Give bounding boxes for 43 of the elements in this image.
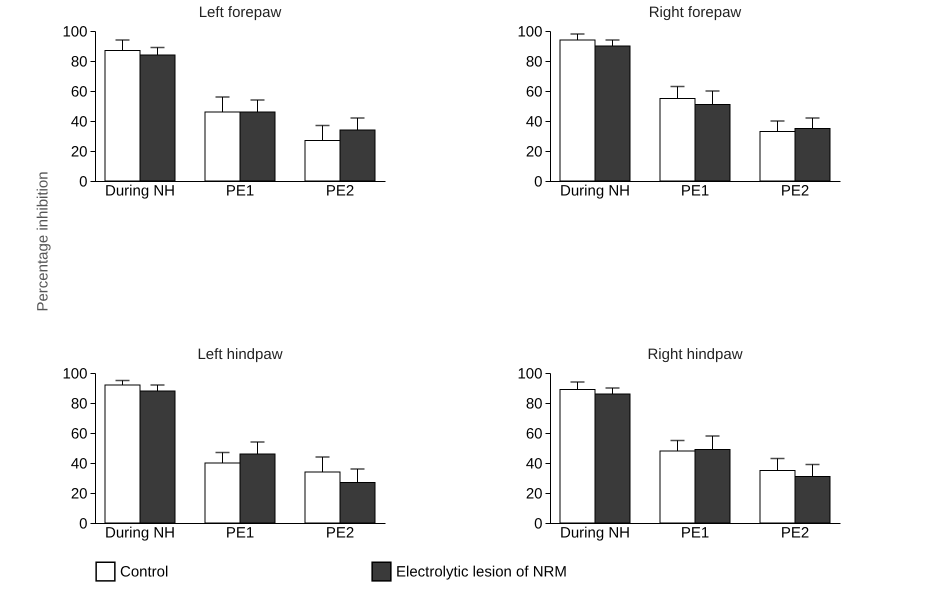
y-tick-label: 0 [534,174,542,190]
y-tick-label: 20 [70,486,88,502]
y-tick-label: 100 [517,366,542,382]
y-tick-label: 40 [526,114,542,130]
x-tick-label: PE2 [326,524,354,542]
y-tick-label: 80 [526,396,542,412]
x-tick-label: PE1 [226,182,254,200]
y-tick-label: 20 [526,486,542,502]
y-tick-label: 80 [526,54,542,70]
y-tick-label: 20 [70,144,88,160]
y-tick-label: 0 [534,516,542,532]
x-tick-label: During NH [104,182,176,200]
x-tick-label: PE1 [680,524,710,542]
chart-title: Left forepaw [198,4,282,21]
chart-title: Right hindpaw [647,346,743,363]
chart-title: Left hindpaw [197,346,283,363]
y-tick-label: 80 [70,54,88,70]
x-tick-label: During NH [104,524,176,542]
y-tick-label: 60 [526,426,542,442]
y-tick-label: 100 [62,366,88,382]
y-tick-label: 40 [70,114,88,130]
y-tick-label: 60 [70,426,88,442]
x-tick-label: PE2 [780,182,810,200]
y-tick-label: 80 [70,396,88,412]
x-tick-label: During NH [560,524,630,542]
x-tick-label: PE1 [226,524,254,542]
y-axis-title: Percentage inhibition [34,171,52,312]
chart-title: Right forepaw [648,4,742,21]
x-tick-label: PE1 [680,182,710,200]
y-tick-label: 100 [517,24,542,40]
legend-label: Control [120,564,168,581]
y-tick-label: 100 [62,24,88,40]
y-tick-label: 40 [70,456,88,472]
y-tick-label: 60 [70,84,88,100]
y-tick-label: 60 [526,84,542,100]
y-tick-label: 20 [526,144,542,160]
legend-label: Electrolytic lesion of NRM [396,564,567,581]
x-tick-label: During NH [560,182,630,200]
y-tick-label: 0 [79,516,88,532]
y-tick-label: 0 [79,174,88,190]
x-tick-label: PE2 [780,524,810,542]
y-tick-label: 40 [526,456,542,472]
x-tick-label: PE2 [326,182,354,200]
